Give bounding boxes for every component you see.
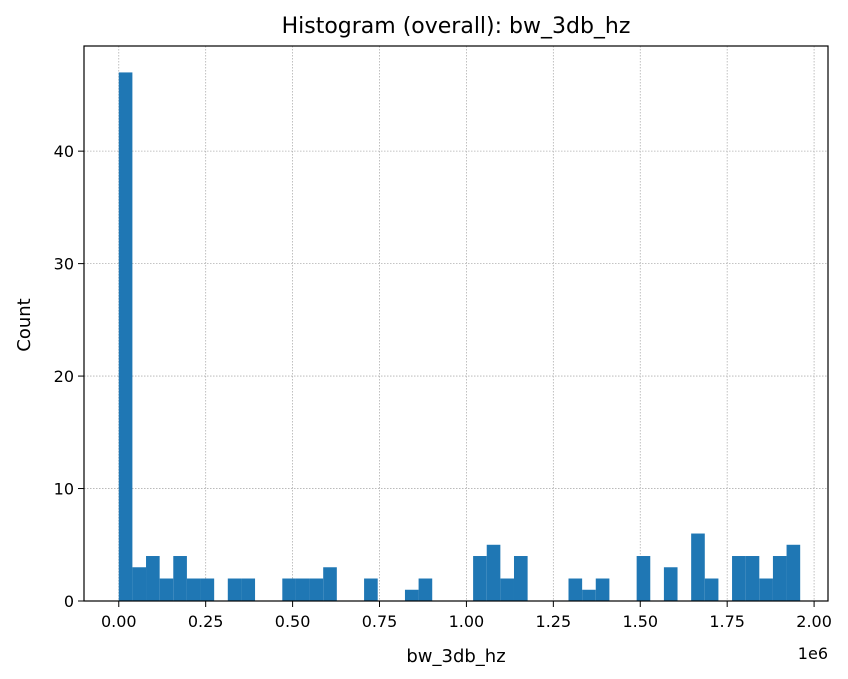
histogram-bar-18 [364, 578, 378, 601]
histogram-bar-43 [704, 578, 719, 601]
histogram-bar-8 [227, 578, 242, 601]
histogram-bar-34 [582, 589, 596, 601]
histogram-bar-0 [118, 72, 133, 601]
histogram-bar-9 [241, 578, 256, 601]
histogram-bar-3 [159, 578, 174, 601]
histogram-bar-22 [418, 578, 433, 601]
x-tick-label-7: 1.75 [709, 612, 745, 631]
x-axis-label: bw_3db_hz [406, 646, 505, 667]
histogram-bar-4 [173, 556, 187, 601]
bars-layer [118, 72, 801, 601]
y-tick-label-4: 40 [54, 142, 74, 161]
histogram-bar-38 [636, 556, 651, 601]
histogram-bar-47 [759, 578, 773, 601]
histogram-bar-28 [500, 578, 514, 601]
histogram-bar-49 [786, 544, 801, 601]
histogram-bar-33 [568, 578, 583, 601]
grid-layer [84, 46, 828, 602]
x-tick-label-8: 2.00 [796, 612, 832, 631]
x-tick-label-2: 0.50 [275, 612, 311, 631]
histogram-bar-45 [732, 556, 746, 601]
histogram-bar-46 [745, 556, 760, 601]
histogram-bar-48 [772, 556, 787, 601]
x-tick-label-6: 1.50 [622, 612, 658, 631]
x-tick-label-3: 0.75 [362, 612, 398, 631]
histogram-bar-26 [473, 556, 487, 601]
chart-title: Histogram (overall): bw_3db_hz [282, 14, 631, 39]
histogram-bar-35 [595, 578, 610, 601]
x-axis-multiplier-label: 1e6 [798, 644, 828, 663]
y-tick-label-1: 10 [54, 480, 74, 499]
y-tick-label-3: 30 [54, 255, 74, 274]
ticks-layer: 0.00 0.25 0.50 0.75 1.00 1.25 1.50 1.75 2.00 0 10 2… [54, 142, 832, 631]
y-axis-label: Count [14, 298, 35, 351]
x-tick-label-0: 0.00 [101, 612, 137, 631]
plot-frame [83, 45, 829, 602]
histogram-bar-14 [309, 578, 324, 601]
histogram-bar-29 [513, 556, 528, 601]
y-tick-label-2: 20 [54, 367, 74, 386]
histogram-bar-21 [404, 589, 419, 601]
histogram-bar-40 [663, 567, 678, 601]
histogram-bar-13 [295, 578, 310, 601]
histogram-bar-27 [486, 544, 501, 601]
histogram-bar-15 [323, 567, 337, 601]
histogram-bar-42 [691, 533, 705, 601]
histogram-bar-6 [200, 578, 215, 601]
x-tick-label-5: 1.25 [536, 612, 572, 631]
histogram-bar-1 [132, 567, 147, 601]
histogram-bar-5 [186, 578, 201, 601]
histogram-bar-2 [146, 556, 160, 601]
y-tick-label-0: 0 [64, 592, 74, 611]
histogram-bar-12 [282, 578, 296, 601]
x-tick-label-4: 1.00 [449, 612, 485, 631]
x-tick-label-1: 0.25 [188, 612, 224, 631]
